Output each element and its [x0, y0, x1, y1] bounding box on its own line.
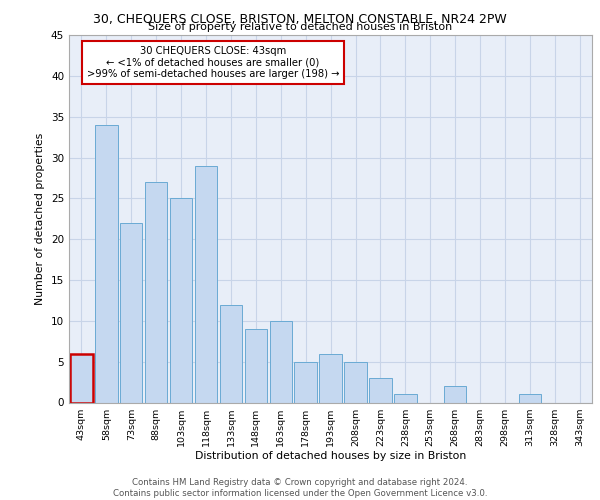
Bar	[295, 362, 317, 403]
Text: 30 CHEQUERS CLOSE: 43sqm
← <1% of detached houses are smaller (0)
>99% of semi-d: 30 CHEQUERS CLOSE: 43sqm ← <1% of detach…	[86, 46, 339, 79]
Bar	[369, 378, 392, 402]
Text: Size of property relative to detached houses in Briston: Size of property relative to detached ho…	[148, 22, 452, 32]
Bar	[394, 394, 416, 402]
Bar	[245, 329, 267, 402]
Text: Contains HM Land Registry data © Crown copyright and database right 2024.
Contai: Contains HM Land Registry data © Crown c…	[113, 478, 487, 498]
Bar	[519, 394, 541, 402]
Bar	[220, 304, 242, 402]
Bar	[195, 166, 217, 402]
X-axis label: Distribution of detached houses by size in Briston: Distribution of detached houses by size …	[195, 452, 466, 462]
Bar	[444, 386, 466, 402]
Bar	[120, 223, 142, 402]
Y-axis label: Number of detached properties: Number of detached properties	[35, 132, 46, 305]
Bar	[145, 182, 167, 402]
Text: 30, CHEQUERS CLOSE, BRISTON, MELTON CONSTABLE, NR24 2PW: 30, CHEQUERS CLOSE, BRISTON, MELTON CONS…	[93, 12, 507, 26]
Bar	[344, 362, 367, 403]
Bar	[269, 321, 292, 402]
Bar	[170, 198, 193, 402]
Bar	[95, 125, 118, 402]
Bar	[70, 354, 92, 403]
Bar	[319, 354, 342, 403]
